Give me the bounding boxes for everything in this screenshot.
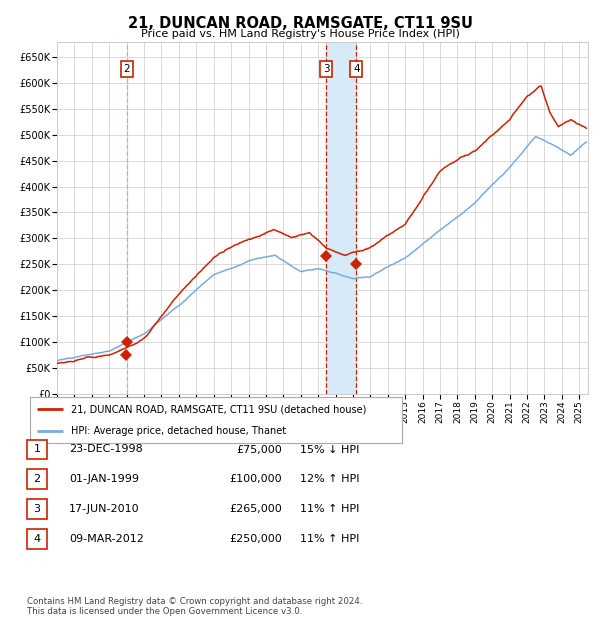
Text: This data is licensed under the Open Government Licence v3.0.: This data is licensed under the Open Gov… bbox=[27, 606, 302, 616]
Text: Price paid vs. HM Land Registry's House Price Index (HPI): Price paid vs. HM Land Registry's House … bbox=[140, 29, 460, 39]
Text: 21, DUNCAN ROAD, RAMSGATE, CT11 9SU: 21, DUNCAN ROAD, RAMSGATE, CT11 9SU bbox=[128, 16, 473, 30]
Text: £100,000: £100,000 bbox=[229, 474, 282, 484]
Text: 2: 2 bbox=[124, 64, 130, 74]
Text: 11% ↑ HPI: 11% ↑ HPI bbox=[300, 534, 359, 544]
Text: 4: 4 bbox=[34, 534, 40, 544]
Text: 11% ↑ HPI: 11% ↑ HPI bbox=[300, 504, 359, 514]
Text: 21, DUNCAN ROAD, RAMSGATE, CT11 9SU (detached house): 21, DUNCAN ROAD, RAMSGATE, CT11 9SU (det… bbox=[71, 404, 366, 414]
Text: HPI: Average price, detached house, Thanet: HPI: Average price, detached house, Than… bbox=[71, 426, 286, 436]
Text: 12% ↑ HPI: 12% ↑ HPI bbox=[300, 474, 359, 484]
Text: Contains HM Land Registry data © Crown copyright and database right 2024.: Contains HM Land Registry data © Crown c… bbox=[27, 597, 362, 606]
Text: £75,000: £75,000 bbox=[236, 445, 282, 454]
Text: 3: 3 bbox=[323, 64, 329, 74]
Text: £265,000: £265,000 bbox=[229, 504, 282, 514]
Text: 1: 1 bbox=[34, 445, 40, 454]
Text: 23-DEC-1998: 23-DEC-1998 bbox=[69, 445, 143, 454]
Text: 3: 3 bbox=[34, 504, 40, 514]
Bar bbox=[326, 42, 356, 394]
Text: 4: 4 bbox=[353, 64, 359, 74]
Text: 01-JAN-1999: 01-JAN-1999 bbox=[69, 474, 139, 484]
Text: 15% ↓ HPI: 15% ↓ HPI bbox=[300, 445, 359, 454]
Text: 2: 2 bbox=[34, 474, 40, 484]
Text: £250,000: £250,000 bbox=[229, 534, 282, 544]
Text: 17-JUN-2010: 17-JUN-2010 bbox=[69, 504, 140, 514]
Text: 09-MAR-2012: 09-MAR-2012 bbox=[69, 534, 144, 544]
